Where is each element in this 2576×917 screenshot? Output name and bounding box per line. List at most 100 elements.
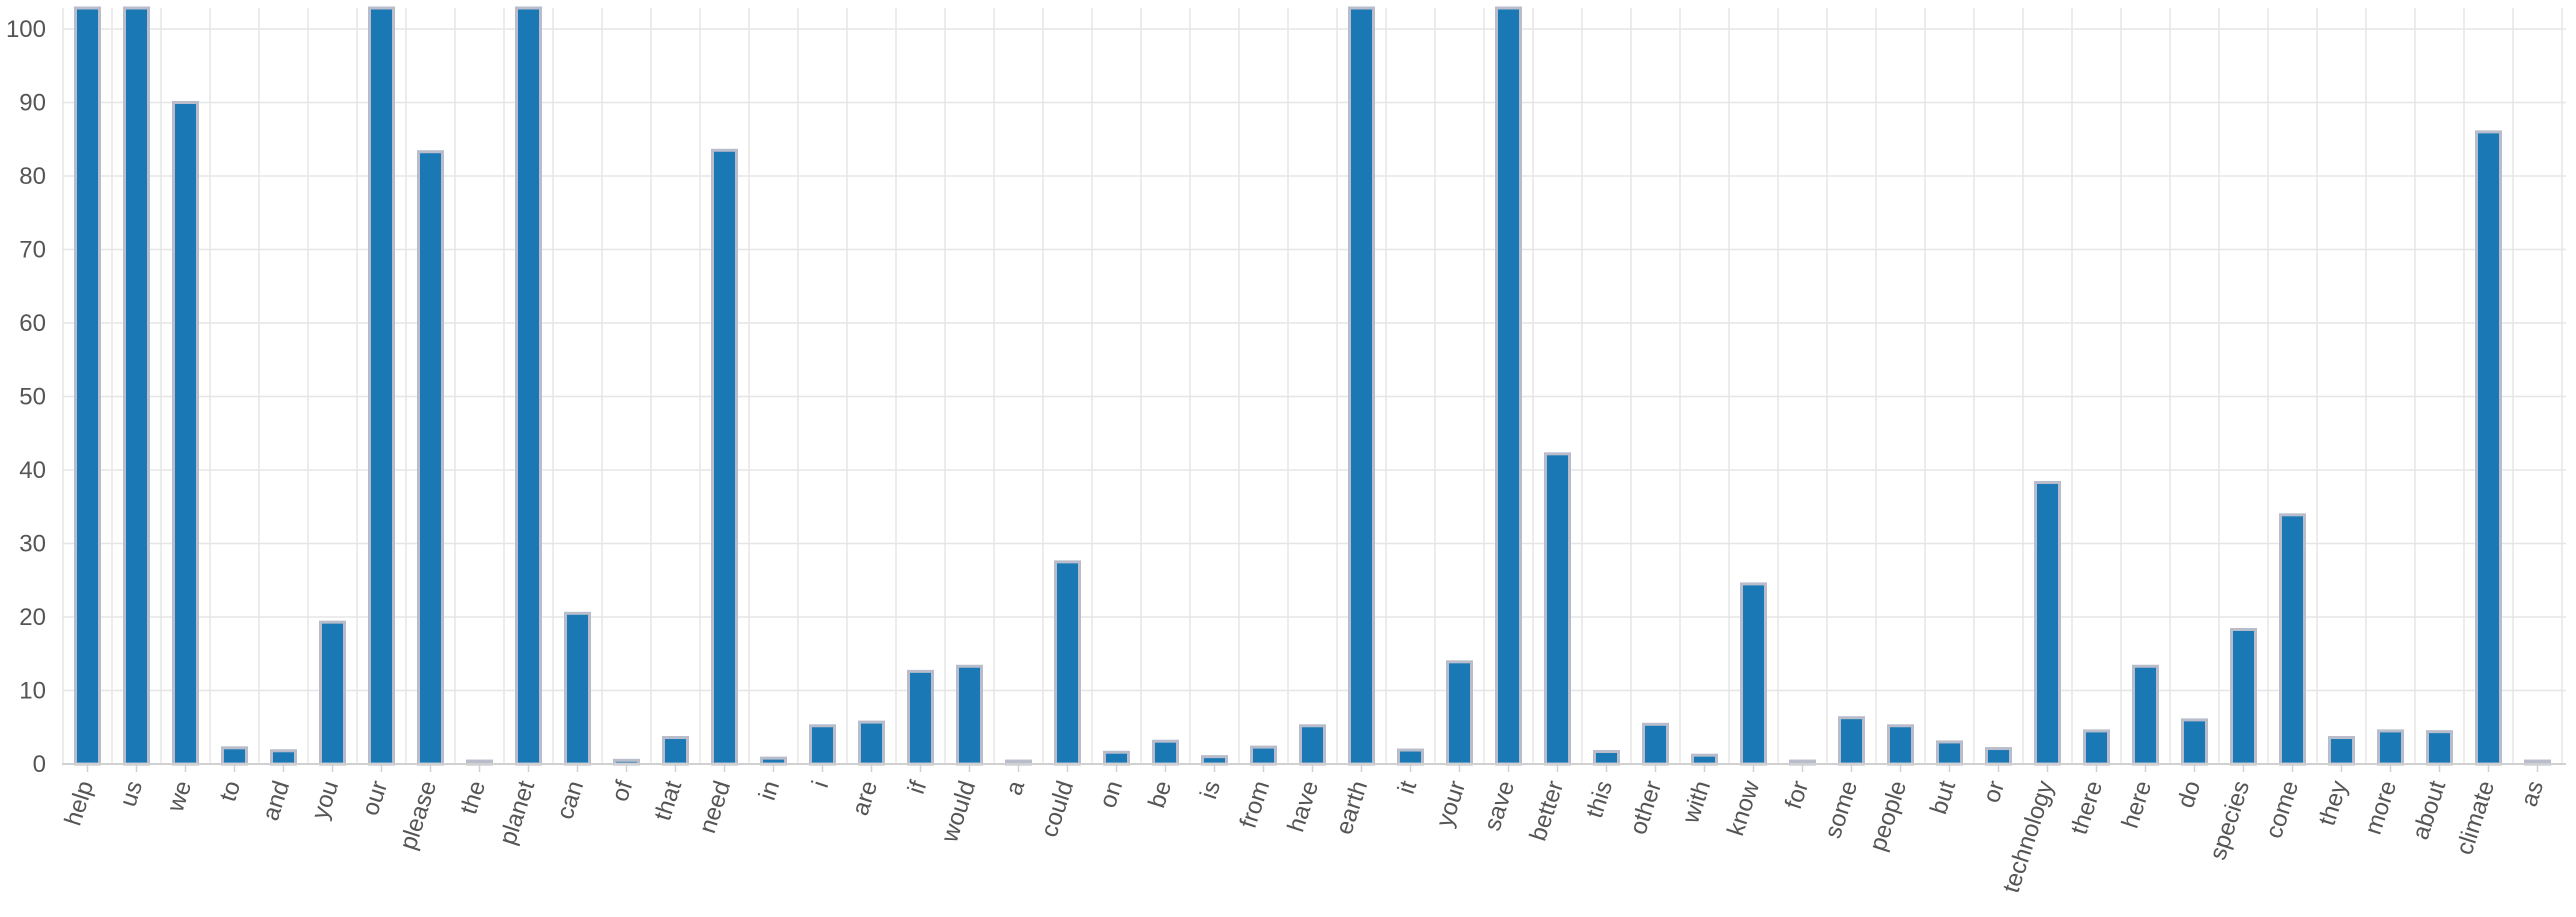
bar-it [1397,748,1424,766]
x-tick-label: to [214,778,246,805]
bar-our [368,6,395,766]
y-tick-label: 30 [19,531,46,558]
x-tick-label: save [1479,778,1520,835]
bar-save [1495,6,1522,766]
bar-do [2181,718,2208,766]
x-tick-label: would [936,778,981,847]
y-tick-label: 0 [33,751,46,778]
x-tick-label: from [1235,778,1276,832]
x-tick-label: planet [494,777,540,848]
bar-if [907,669,934,766]
y-tick-label: 60 [19,310,46,337]
bar-come [2279,513,2306,766]
bar-earth [1348,6,1375,766]
bar-people [1887,724,1914,766]
x-tick-label: i [807,778,834,791]
x-tick-label: that [649,777,687,824]
x-tick-label: your [1431,778,1471,831]
bar-please [417,150,444,766]
x-tick-label: you [307,778,345,823]
x-tick-label: or [1978,778,2010,807]
x-tick-label: better [1525,778,1570,845]
y-tick-label: 70 [19,237,46,264]
x-tick-label: about [2407,777,2451,843]
bar-or [1985,747,2012,766]
y-tick-label: 20 [19,604,46,631]
x-tick-label: some [1819,778,1863,842]
x-tick-label: help [60,778,100,829]
x-tick-label: for [1780,778,1814,813]
bar-could [1054,560,1081,766]
x-tick-label: are [847,778,883,819]
x-tick-label: as [2516,778,2550,810]
x-tick-label: be [1143,778,1177,812]
bar-they [2328,736,2355,766]
x-tick-label: please [395,778,443,854]
x-tick-label: our [357,778,393,819]
bar-better [1544,452,1571,766]
x-tick-label: they [2314,778,2354,829]
x-tick-label: here [2117,778,2158,832]
x-tick-label: the [455,778,491,818]
bar-your [1446,660,1473,766]
x-tick-label: this [1581,778,1618,822]
x-tick-label: and [257,778,295,824]
bar-you [319,620,346,766]
bar-more [2377,729,2404,766]
x-tick-label: it [1393,777,1422,797]
bar-climate [2475,130,2502,766]
x-tick-label: come [2260,778,2304,842]
x-tick-label: we [162,778,197,816]
x-tick-label: in [754,778,785,804]
x-tick-label: know [1722,777,1765,839]
x-tick-label: can [552,778,590,823]
bar-layer [74,6,2551,766]
bar-about [2426,730,2453,766]
bar-need [711,148,738,766]
x-tick-label: have [1282,778,1324,836]
bar-species [2230,627,2257,766]
x-tick-label: more [2360,778,2403,838]
bar-but [1936,740,1963,766]
bar-i [809,724,836,766]
bar-other [1642,722,1669,766]
bar-that [662,736,689,766]
bar-help [74,6,101,766]
bar-here [2132,664,2159,766]
bar-on [1103,750,1130,766]
x-tick-label: with [1677,778,1716,828]
bar-planet [515,6,542,766]
y-tick-label: 50 [19,384,46,411]
x-tick-label: species [2204,778,2255,864]
bar-be [1152,739,1179,766]
x-tick-label: need [694,778,736,837]
grid-layer [62,8,2566,765]
bar-and [270,749,297,766]
bar-would [956,664,983,766]
bar-us [123,6,150,766]
x-tick-label: other [1625,778,1668,838]
bar-technology [2034,480,2061,766]
bar-have [1299,724,1326,766]
x-tick-label: a [1000,777,1030,799]
y-tick-label: 90 [19,90,46,117]
bar-to [221,746,248,766]
x-tick-label: but [1925,777,1961,817]
bar-are [858,720,885,766]
x-tick-label: could [1036,778,1079,841]
y-tick-label: 40 [19,457,46,484]
bar-this [1593,750,1620,766]
x-tick-label: us [115,778,149,810]
x-tick-label: of [606,777,638,805]
x-tick-label: on [1094,778,1128,812]
bar-we [172,101,199,766]
x-tick-label: do [2172,778,2206,812]
y-tick-label: 10 [19,678,46,705]
bar-can [564,611,591,766]
x-tick-label: earth [1331,778,1374,838]
bar-from [1250,745,1277,766]
bar-is [1201,755,1228,766]
bar-some [1838,716,1865,766]
